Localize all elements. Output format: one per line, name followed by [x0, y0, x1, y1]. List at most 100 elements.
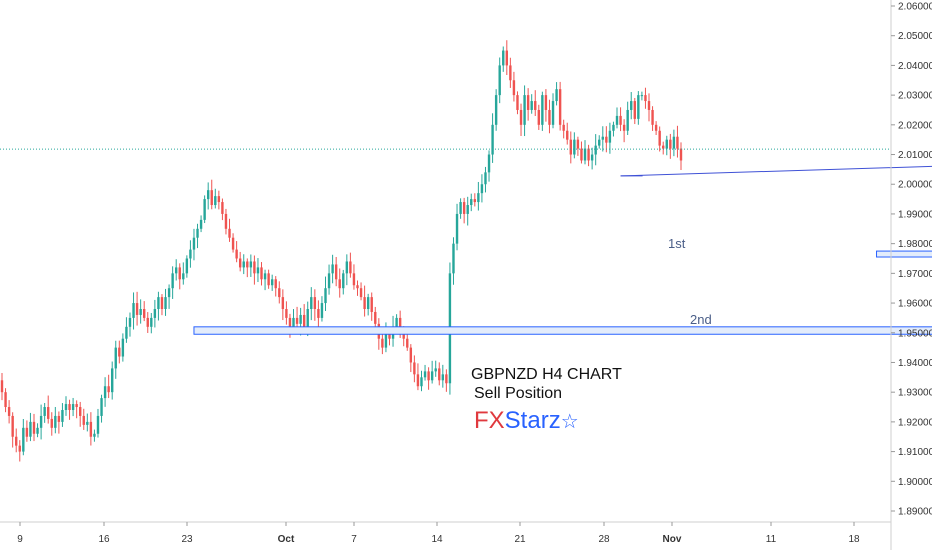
overlays: 1st 2nd: [0, 148, 932, 335]
candle-body: [310, 297, 313, 309]
candle-body: [57, 415, 61, 422]
candle-body: [502, 50, 505, 66]
candle-body: [345, 261, 349, 274]
candle-body: [107, 386, 110, 393]
candle-body: [658, 130, 661, 146]
candle-body: [174, 267, 178, 274]
candle-body: [459, 202, 462, 214]
candle-body: [0, 380, 4, 393]
y-tick-label: 2.05000: [898, 31, 932, 42]
candle-body: [111, 368, 114, 393]
candle-body: [523, 95, 526, 125]
candle-body: [544, 95, 548, 110]
candle-body: [484, 172, 487, 185]
candle-body: [214, 196, 217, 206]
candle-body: [558, 89, 562, 125]
candle-body: [146, 317, 149, 327]
candle-body: [157, 297, 160, 309]
x-tick-label: 18: [848, 534, 860, 545]
target-zone-1st: [876, 250, 932, 258]
candle-body: [132, 303, 135, 318]
candle-body: [82, 415, 85, 425]
candle-body: [25, 427, 29, 437]
candle-body: [317, 309, 320, 318]
candle-body: [388, 332, 391, 339]
brand-logo: FXStarz☆: [474, 407, 579, 434]
x-tick-label: Nov: [663, 534, 682, 545]
candle-body: [612, 124, 615, 131]
y-tick-label: 1.93000: [898, 388, 932, 399]
candle-body: [18, 445, 21, 452]
candle-body: [466, 205, 469, 214]
candle-body: [334, 264, 338, 280]
candle-body: [96, 415, 100, 434]
candle-body: [548, 109, 551, 125]
candle-body: [526, 95, 530, 110]
candle-body: [494, 95, 498, 125]
candle-body: [274, 279, 277, 289]
candle-body: [573, 139, 576, 155]
candle-body: [139, 309, 142, 315]
candle-body: [672, 136, 676, 149]
candle-body: [192, 237, 196, 250]
candle-body: [75, 404, 78, 408]
candle-body: [430, 371, 434, 381]
candle-body: [534, 101, 537, 110]
target-zone-2nd: [193, 326, 932, 335]
candle-body: [160, 297, 164, 309]
candle-body: [651, 109, 654, 125]
y-tick-label: 1.96000: [898, 299, 932, 310]
candle-body: [462, 202, 466, 214]
candle-body: [103, 386, 107, 399]
candle-body: [601, 136, 604, 140]
candle-body: [313, 297, 317, 309]
y-tick-label: 1.92000: [898, 417, 932, 428]
candle-body: [662, 145, 665, 149]
candle-body: [342, 273, 345, 289]
x-tick-label: 16: [98, 534, 110, 545]
candle-body: [288, 317, 292, 327]
candle-body: [374, 311, 377, 324]
candle-body: [423, 371, 427, 378]
candle-body: [86, 421, 89, 425]
candle-body: [79, 407, 82, 416]
candle-body: [445, 374, 448, 384]
candle-body: [434, 368, 437, 372]
x-tick-label: 23: [181, 534, 193, 545]
y-tick-label: 2.01000: [898, 150, 932, 161]
candle-body: [210, 190, 213, 206]
brand-starz-text: Starz: [505, 407, 561, 434]
brand-fx-text: FX: [474, 407, 505, 434]
candle-body: [64, 404, 68, 410]
candle-body: [292, 317, 295, 327]
x-tick-label: 9: [17, 534, 23, 545]
candle-body: [224, 213, 228, 229]
y-tick-label: 1.97000: [898, 269, 932, 280]
candle-body: [562, 124, 565, 131]
candle-body: [15, 436, 18, 446]
candle-body: [626, 109, 629, 131]
candle-body: [327, 273, 331, 289]
candle-body: [416, 374, 420, 387]
x-tick-label: 14: [431, 534, 443, 545]
candle-body: [669, 139, 672, 149]
candle-body: [235, 249, 238, 259]
candle-body: [4, 392, 7, 408]
candle-body: [150, 317, 153, 327]
candle-body: [615, 115, 619, 125]
candle-body: [541, 95, 544, 125]
candle-body: [249, 261, 253, 268]
candle-body: [470, 199, 473, 206]
candle-body: [370, 297, 373, 312]
candle-body: [413, 362, 416, 375]
candle-body: [420, 377, 423, 387]
support-trendline: [620, 165, 932, 177]
candle-body: [580, 148, 583, 161]
candle-body: [384, 332, 388, 348]
candle-body: [452, 243, 455, 274]
x-tick-label: Oct: [278, 534, 295, 545]
zone-label-1st: 1st: [668, 236, 686, 251]
candle-body: [22, 427, 25, 452]
